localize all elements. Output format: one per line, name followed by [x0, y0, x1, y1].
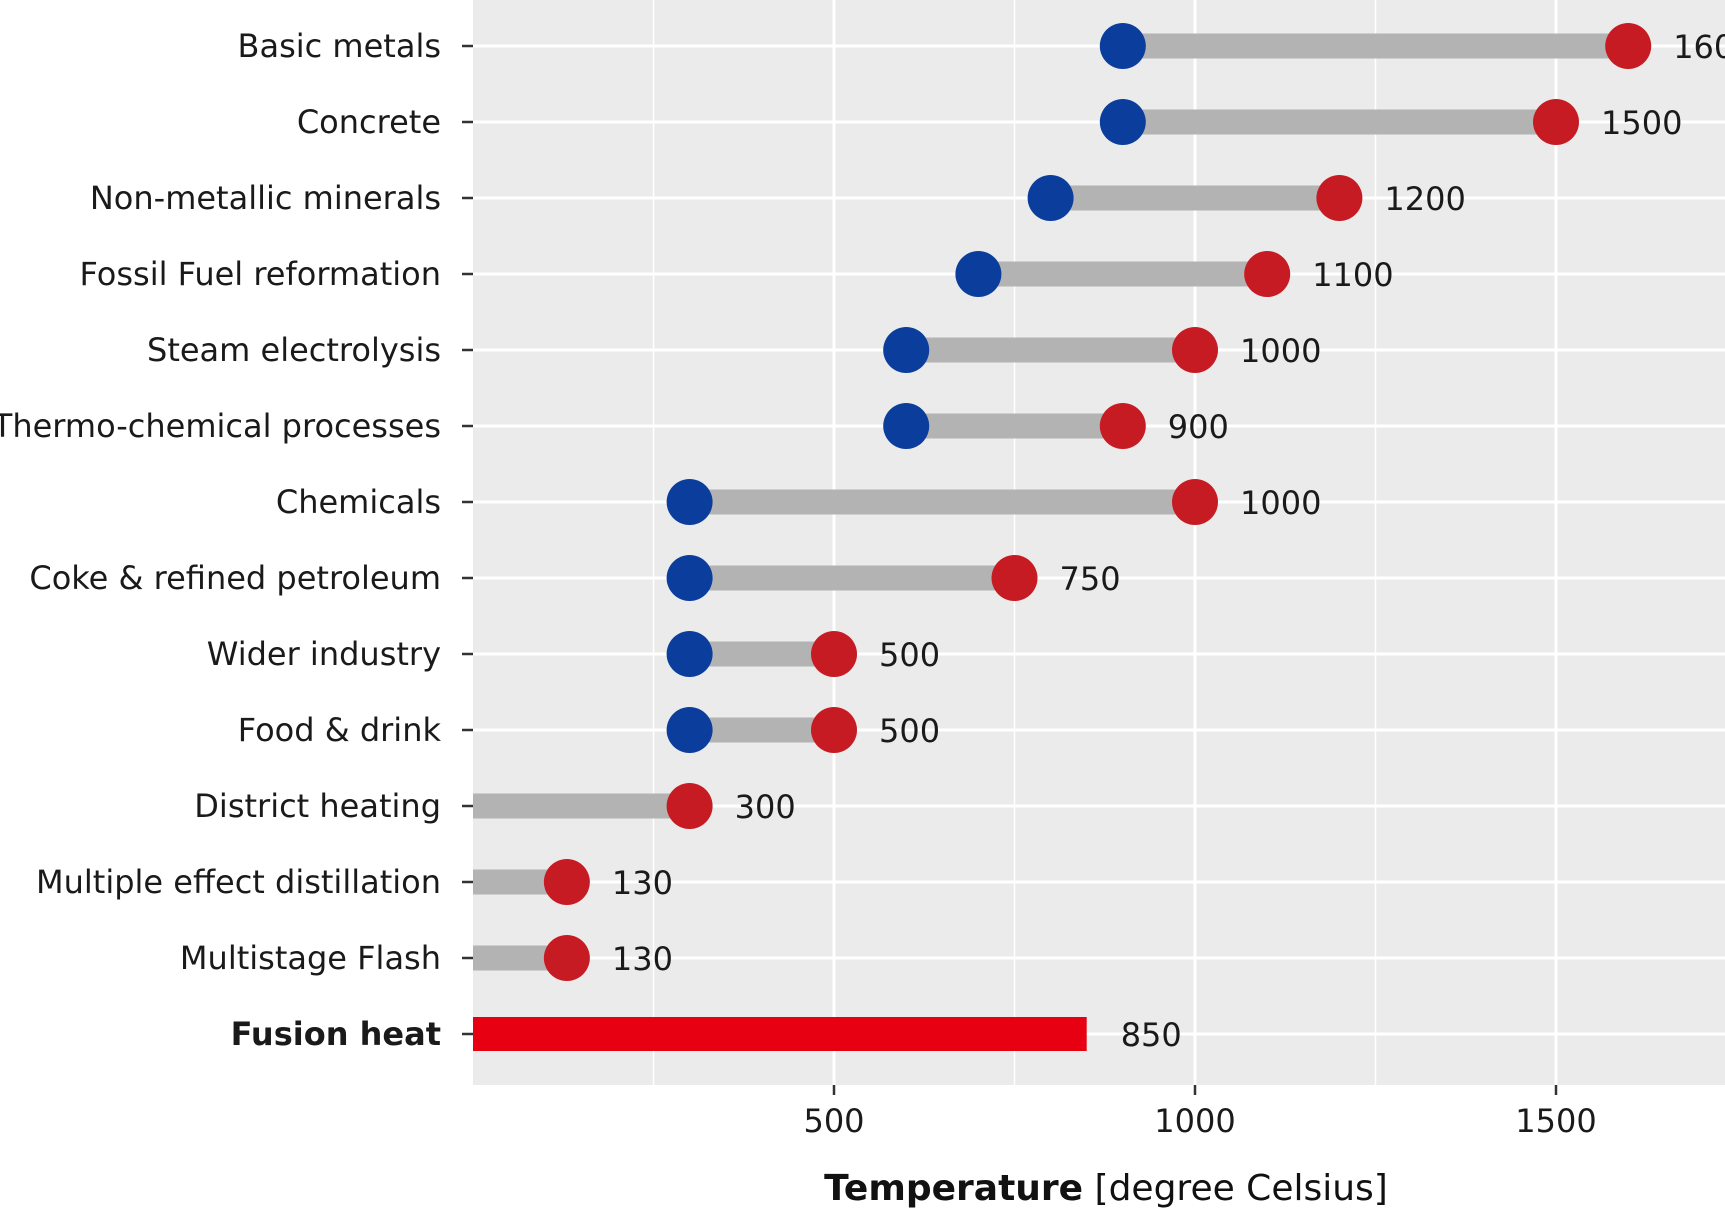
x-axis-title-unit: [degree Celsius]: [1083, 1168, 1388, 1209]
category-label-basic-metals: Basic metals: [238, 27, 441, 65]
x-tick-label-500: 500: [803, 1102, 864, 1140]
value-label-fusion-heat: 850: [1121, 1016, 1182, 1054]
low-point-thermo-chemical-processes: [883, 403, 930, 449]
high-point-fossil-fuel-reformation: [1244, 251, 1291, 297]
low-point-non-metallic-minerals: [1027, 175, 1074, 221]
low-point-food-drink: [666, 707, 713, 753]
category-label-non-metallic-minerals: Non-metallic minerals: [90, 179, 441, 217]
high-point-multistage-flash: [543, 935, 590, 981]
category-label-coke-refined-petroleum: Coke & refined petroleum: [29, 559, 441, 597]
high-point-concrete: [1533, 99, 1579, 145]
high-point-district-heating: [666, 783, 713, 829]
x-axis-title-bold: Temperature: [824, 1168, 1083, 1209]
low-point-wider-industry: [666, 631, 713, 677]
low-point-fossil-fuel-reformation: [955, 251, 1002, 297]
value-label-wider-industry: 500: [879, 636, 940, 674]
category-label-concrete: Concrete: [297, 103, 441, 141]
value-label-multistage-flash: 130: [612, 940, 673, 978]
data-marks: 1600 1500 1200 1100 1000 900 1000 750 500 500 300 1…: [473, 23, 1725, 1054]
category-label-fossil-fuel-reformation: Fossil Fuel reformation: [80, 255, 441, 293]
value-label-food-drink: 500: [879, 712, 940, 750]
value-label-fossil-fuel-reformation: 1100: [1312, 256, 1393, 294]
value-label-multiple-effect-distillation: 130: [612, 864, 673, 902]
category-label-fusion-heat: Fusion heat: [231, 1015, 441, 1053]
value-label-district-heating: 300: [735, 788, 796, 826]
value-label-steam-electrolysis: 1000: [1240, 332, 1321, 370]
category-label-food-drink: Food & drink: [238, 711, 442, 749]
value-label-chemicals: 1000: [1240, 484, 1321, 522]
category-label-district-heating: District heating: [194, 787, 441, 825]
high-point-steam-electrolysis: [1172, 327, 1218, 373]
category-label-multiple-effect-distillation: Multiple effect distillation: [36, 863, 441, 901]
x-axis: 500 1000 1500: [803, 1085, 1597, 1140]
value-label-thermo-chemical-processes: 900: [1168, 408, 1229, 446]
plot-panel: [473, 0, 1725, 1085]
category-label-multistage-flash: Multistage Flash: [180, 939, 441, 977]
high-point-non-metallic-minerals: [1316, 175, 1363, 221]
x-axis-title: Temperature [degree Celsius]: [824, 1168, 1388, 1209]
category-label-steam-electrolysis: Steam electrolysis: [147, 331, 441, 369]
low-point-concrete: [1099, 99, 1146, 145]
category-label-wider-industry: Wider industry: [207, 635, 441, 673]
x-tick-label-1500: 1500: [1515, 1102, 1596, 1140]
low-point-steam-electrolysis: [883, 327, 930, 373]
category-label-chemicals: Chemicals: [276, 483, 441, 521]
high-point-basic-metals: [1605, 23, 1652, 69]
value-label-basic-metals: 1600: [1673, 28, 1725, 66]
value-label-non-metallic-minerals: 1200: [1384, 180, 1465, 218]
value-label-coke-refined-petroleum: 750: [1060, 560, 1121, 598]
high-point-multiple-effect-distillation: [543, 859, 590, 905]
high-point-wider-industry: [811, 631, 857, 677]
low-point-chemicals: [666, 479, 713, 525]
high-point-food-drink: [811, 707, 857, 753]
value-label-concrete: 1500: [1601, 104, 1682, 142]
bar-fusion-heat: [473, 1017, 1087, 1051]
category-label-thermo-chemical-processes: Thermo-chemical processes: [0, 407, 441, 445]
low-point-coke-refined-petroleum: [666, 555, 713, 601]
high-point-chemicals: [1172, 479, 1218, 525]
x-tick-label-1000: 1000: [1154, 1102, 1235, 1140]
low-point-basic-metals: [1099, 23, 1146, 69]
high-point-thermo-chemical-processes: [1099, 403, 1146, 449]
category-axis: Basic metals Concrete Non-metallic mineral…: [0, 27, 473, 1053]
high-point-coke-refined-petroleum: [991, 555, 1038, 601]
